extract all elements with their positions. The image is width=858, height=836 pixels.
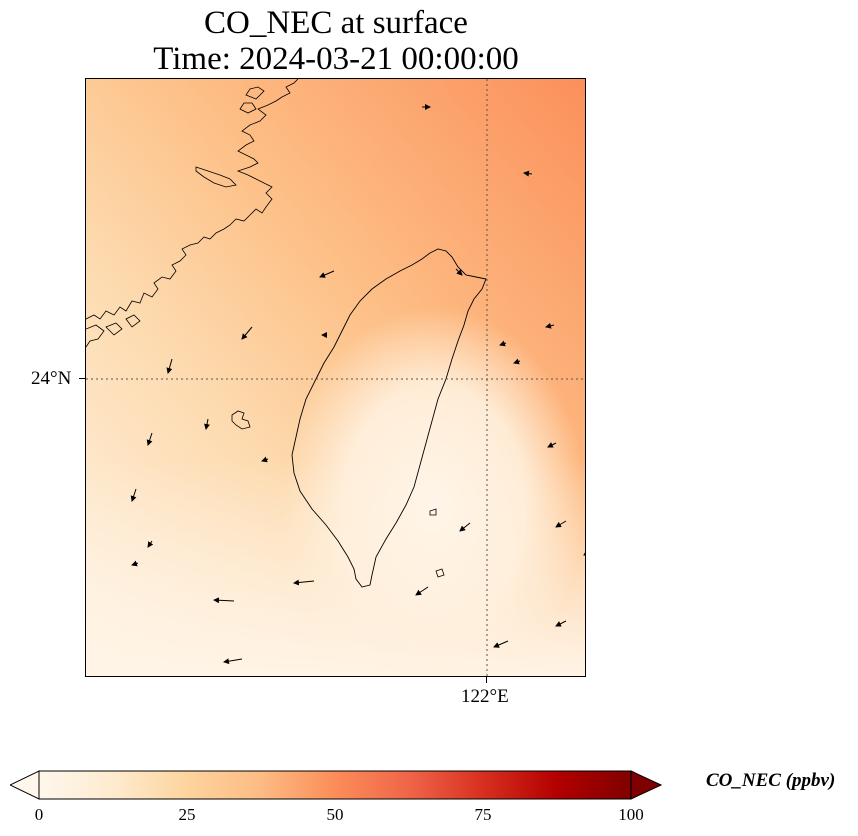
plot-subtitle-time: Time: 2024-03-21 00:00:00 (153, 41, 519, 77)
wind-vector (523, 170, 533, 177)
colorbar-label: CO_NEC (ppbv) (706, 770, 836, 791)
coastline-green-island (429, 508, 437, 516)
wind-vector (545, 322, 555, 329)
coastline-penghu (231, 410, 251, 430)
longitude-label: 122°E (461, 686, 509, 707)
wind-vector (131, 560, 139, 567)
colorbar-tick-label: 25 (178, 805, 196, 824)
coastline-island-cluster (86, 314, 141, 348)
wind-vector (293, 579, 315, 586)
wind-vector (583, 549, 585, 556)
wind-vector (455, 268, 463, 276)
wind-vector (223, 658, 243, 665)
wind-vector (547, 442, 557, 448)
wind-vector (261, 456, 269, 463)
coastline-orchid-island (435, 568, 445, 578)
wind-vector (499, 340, 507, 347)
concentration-field-island (186, 219, 585, 676)
wind-vector (459, 522, 471, 532)
longitude-tick (486, 677, 487, 683)
wind-vector (146, 432, 153, 446)
colorbar-body (38, 770, 632, 800)
map-panel (85, 78, 586, 677)
plot-title: CO_NEC at surface (204, 5, 468, 41)
colorbar-tick-label: 100 (618, 805, 644, 824)
latitude-tick (79, 378, 85, 379)
wind-vector (166, 358, 173, 374)
wind-vector (415, 586, 429, 596)
wind-vector (204, 418, 210, 430)
colorbar-extend-max (630, 770, 662, 800)
map-canvas (86, 79, 585, 676)
colorbar-tick-label: 0 (34, 805, 44, 824)
latitude-label: 24°N (31, 368, 72, 389)
coastline-inlet (195, 166, 237, 188)
wind-vector (493, 640, 509, 648)
wind-vectors (130, 104, 585, 665)
colorbar-tick-label: 75 (474, 805, 492, 824)
colorbar-tick-label: 50 (326, 805, 344, 824)
coastline-taiwan (291, 248, 487, 588)
wind-vector (513, 358, 521, 365)
wind-vector (319, 270, 335, 278)
wind-vector (555, 620, 567, 627)
wind-vector (147, 540, 154, 548)
coastline-bay (239, 86, 265, 114)
wind-vector (241, 326, 253, 340)
wind-vector (130, 488, 137, 502)
colorbar-extend-min (10, 770, 40, 800)
coastline-mainland (86, 79, 299, 320)
wind-vector (213, 597, 235, 604)
wind-vector (555, 520, 567, 528)
colorbar (10, 770, 662, 800)
